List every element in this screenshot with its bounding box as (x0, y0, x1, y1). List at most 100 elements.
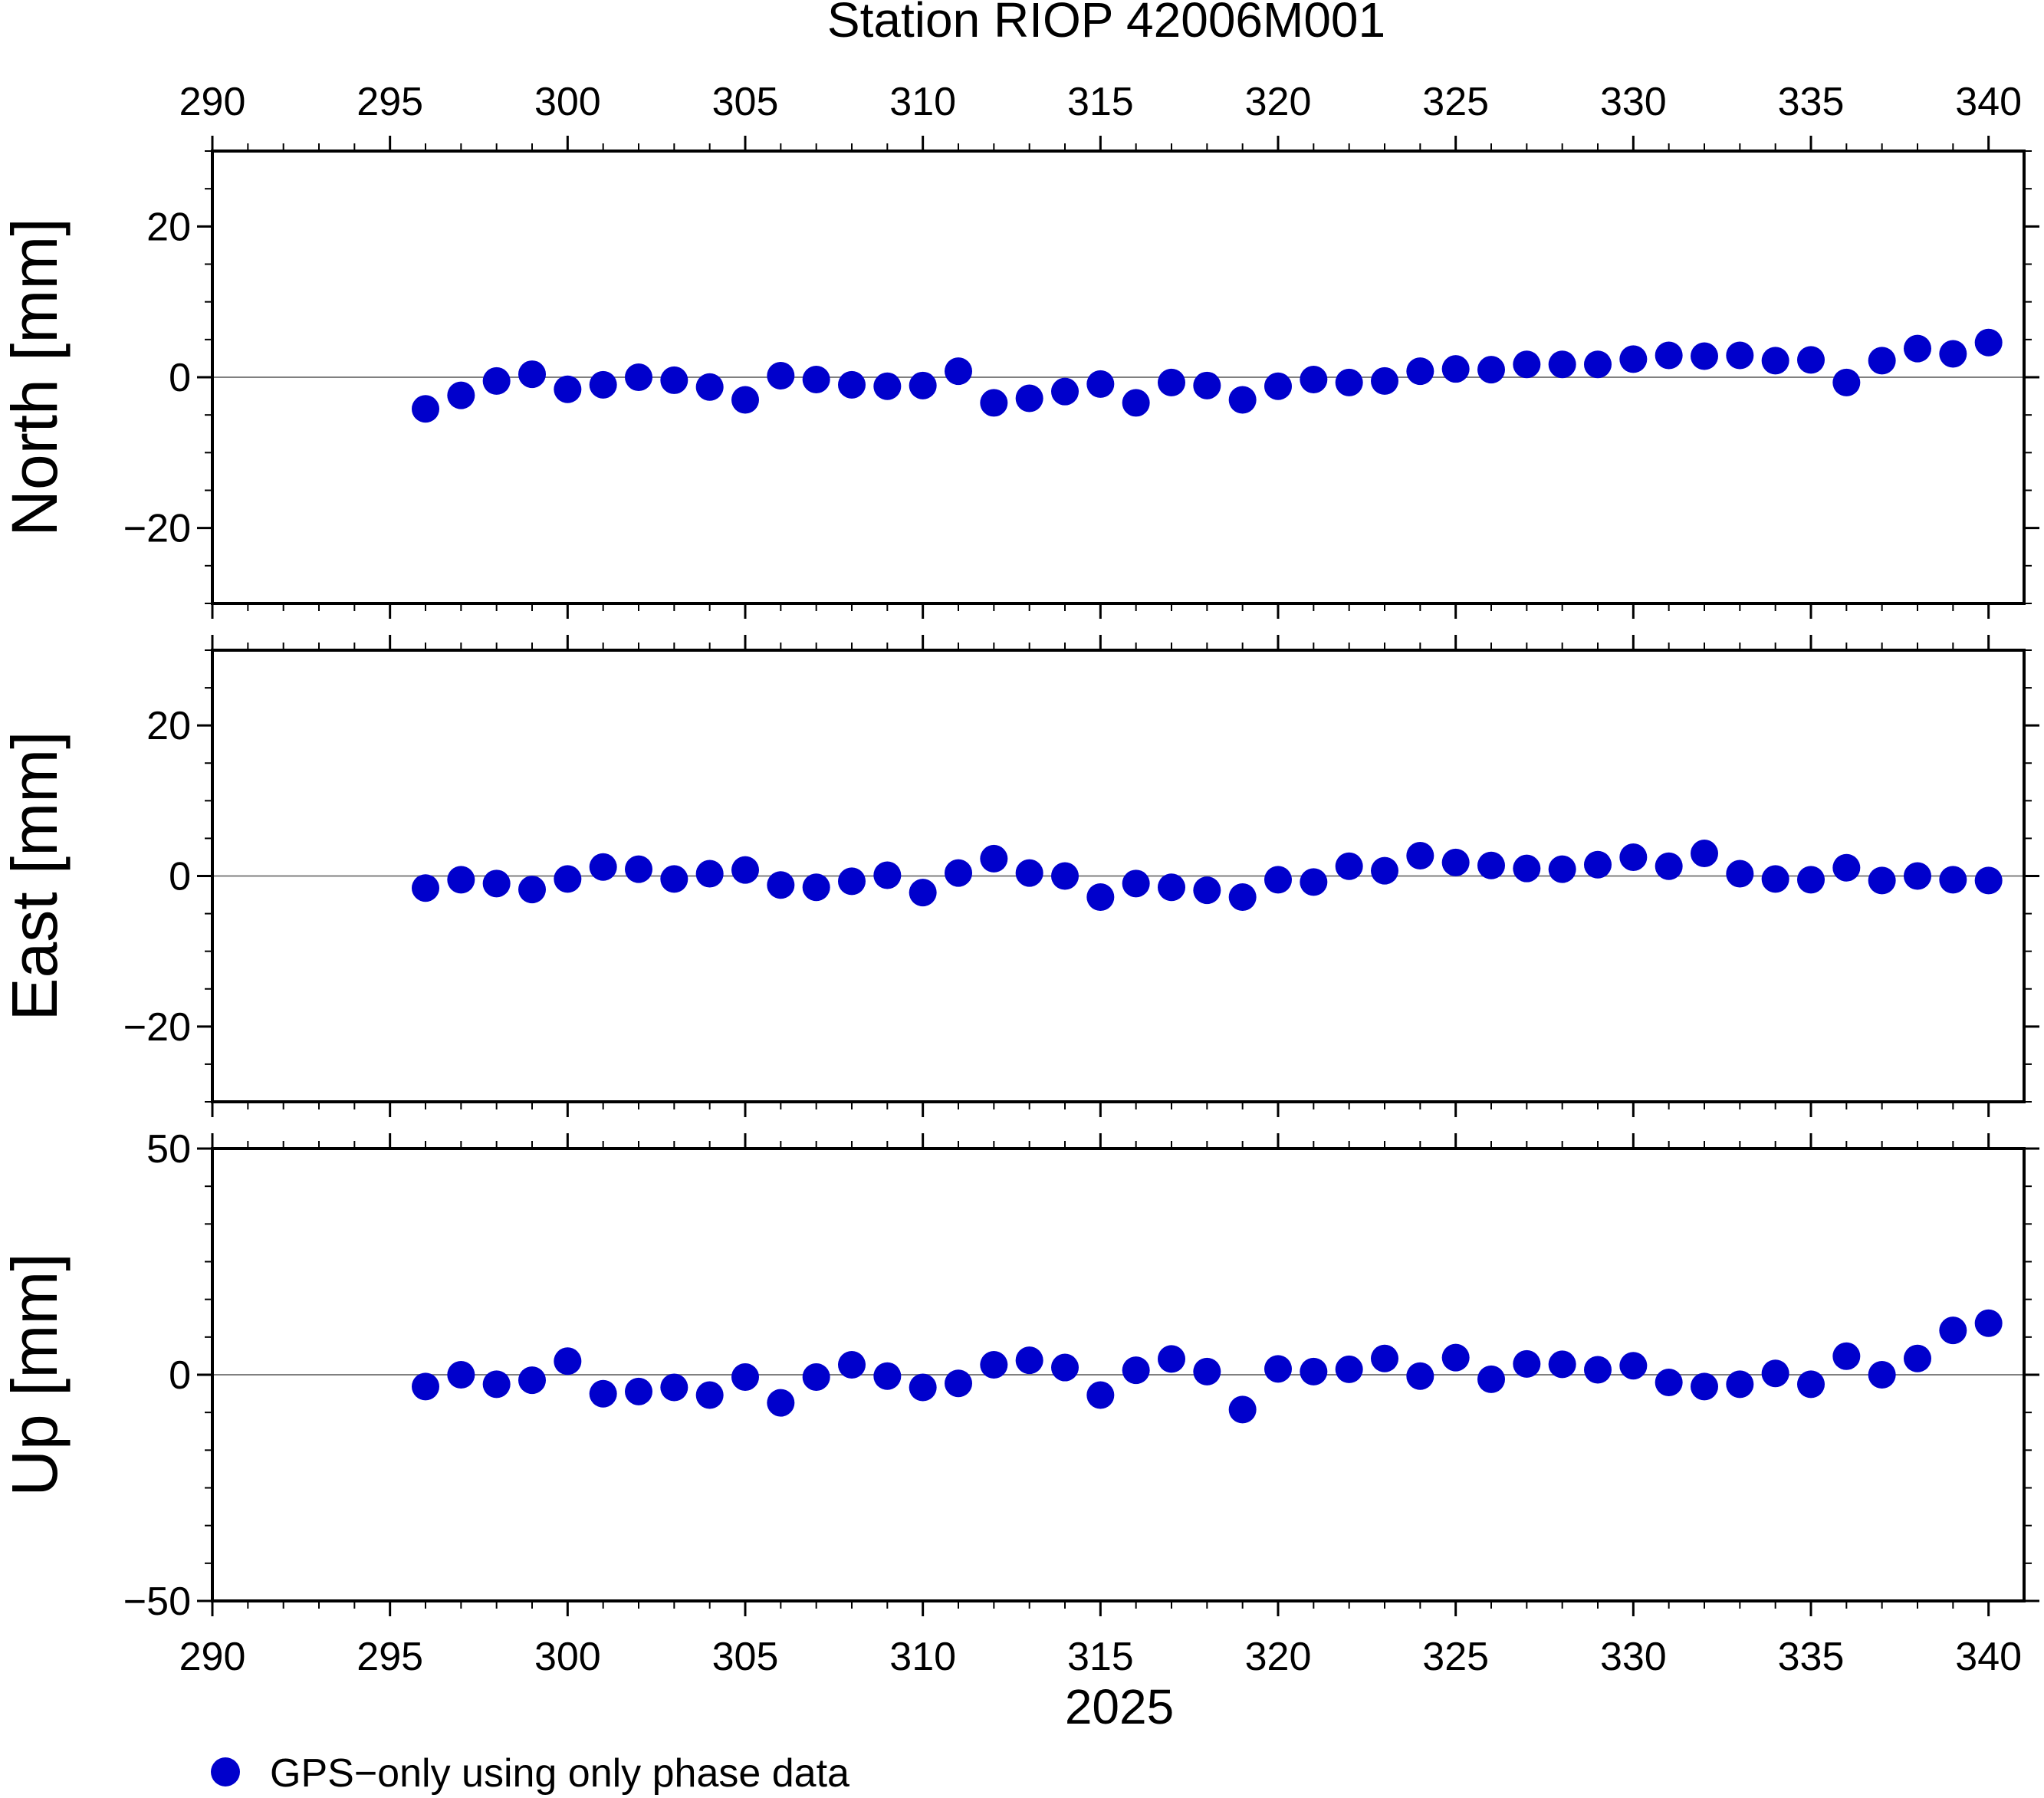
east-data-point (1228, 883, 1257, 911)
east-data-point (1193, 876, 1221, 905)
panel-east: −20 0 20 East [mm] (0, 635, 2039, 1117)
north-data-point (1264, 372, 1292, 400)
x-tick-label-bottom: 330 (1600, 1635, 1667, 1679)
up-data-point (1726, 1370, 1754, 1399)
east-data-point (1761, 865, 1789, 893)
x-axis-title: 2025 (1065, 1679, 1174, 1734)
y-tick-label: 0 (169, 855, 191, 899)
up-data-point (482, 1370, 511, 1399)
chart-title: Station RIOP 42006M001 (827, 0, 1385, 48)
panels: −20 0 20 North [mm] −20 0 20 East [mm] −50 0 50 Up … (0, 136, 2039, 1624)
up-data-point (554, 1347, 582, 1376)
up-data-point (767, 1389, 795, 1417)
north-data-point (1193, 371, 1221, 399)
up-data-point (1406, 1362, 1434, 1390)
north-data-point (945, 357, 972, 386)
y-tick-label: −20 (123, 507, 191, 551)
east-data-point (945, 859, 972, 887)
x-tick-label-bottom: 300 (534, 1635, 601, 1679)
up-data-point (909, 1373, 937, 1402)
x-tick-label-top: 290 (179, 80, 246, 124)
up-data-point (1939, 1316, 1967, 1345)
legend-label: GPS−only using only phase data (270, 1751, 849, 1796)
east-data-point (1086, 883, 1115, 911)
north-data-point (1619, 345, 1648, 373)
up-data-point (660, 1373, 688, 1402)
east-data-point (518, 876, 546, 904)
north-data-point (554, 375, 582, 403)
east-data-point (1619, 843, 1648, 871)
panel-up: −50 0 50 Up [mm] (0, 1127, 2039, 1624)
up-data-point (1797, 1370, 1825, 1399)
east-data-point (1371, 856, 1398, 885)
east-data-point (909, 879, 937, 907)
y-tick-label: 20 (146, 205, 191, 249)
north-data-point (1158, 368, 1185, 396)
up-data-point (1015, 1346, 1043, 1375)
up-data-point (1904, 1344, 1931, 1372)
up-data-point (838, 1351, 866, 1379)
north-data-point (1868, 347, 1896, 375)
east-data-point (1584, 850, 1612, 879)
x-tick-label-top: 325 (1422, 80, 1489, 124)
up-data-point (1300, 1357, 1328, 1385)
up-data-point (1548, 1350, 1576, 1379)
east-data-point (1441, 848, 1470, 876)
up-data-point (945, 1369, 972, 1398)
up-data-point (1655, 1369, 1683, 1397)
east-data-point (660, 865, 688, 893)
up-data-point (1441, 1343, 1470, 1372)
east-data-point (1300, 868, 1328, 896)
east-data-point (1548, 855, 1576, 883)
east-data-point (554, 865, 582, 893)
east-data-point (1513, 854, 1541, 883)
north-data-point (412, 395, 439, 423)
y-tick-label: 0 (169, 356, 191, 400)
east-data-point (1868, 866, 1896, 895)
north-data-point (1655, 341, 1683, 370)
x-tick-label-bottom: 290 (179, 1635, 246, 1679)
north-data-point (1548, 350, 1576, 379)
east-data-point (1832, 853, 1861, 882)
x-tick-label-top: 310 (889, 80, 956, 124)
east-data-point (980, 844, 1008, 873)
east-data-point (1477, 851, 1505, 879)
north-data-point (1904, 334, 1931, 363)
up-data-point (1371, 1344, 1398, 1372)
east-data-point (802, 873, 830, 902)
x-tick-label-bottom: 340 (1955, 1635, 2022, 1679)
east-data-point (482, 869, 511, 898)
up-data-point (412, 1372, 439, 1401)
up-data-point (1619, 1352, 1648, 1380)
x-tick-label-top: 305 (712, 80, 779, 124)
north-data-point (518, 360, 546, 389)
east-data-point (1797, 866, 1825, 894)
up-data-point (1761, 1359, 1789, 1388)
north-data-point (625, 363, 652, 391)
east-data-point (1939, 866, 1967, 894)
north-data-point (802, 365, 830, 393)
east-data-point (625, 855, 652, 883)
up-data-point (1158, 1345, 1185, 1373)
x-tick-label-top: 340 (1955, 80, 2022, 124)
up-data-point (731, 1362, 759, 1391)
north-data-point (695, 373, 724, 401)
up-data-point (1974, 1309, 2003, 1337)
east-data-point (1406, 841, 1434, 869)
east-data-point (589, 853, 617, 881)
east-data-point (1015, 859, 1043, 887)
y-tick-label: −20 (123, 1005, 191, 1050)
east-data-point (1122, 869, 1150, 898)
up-data-point (518, 1366, 546, 1395)
east-data-point (1051, 862, 1079, 890)
north-data-point (873, 372, 902, 400)
up-data-point (1513, 1349, 1541, 1378)
north-data-point (980, 389, 1008, 417)
east-points (412, 840, 2003, 911)
up-data-point (695, 1381, 724, 1409)
up-data-point (802, 1362, 830, 1391)
up-data-point (1228, 1395, 1257, 1424)
north-data-point (1797, 346, 1825, 374)
east-data-point (1655, 852, 1683, 880)
legend-marker (211, 1757, 240, 1786)
